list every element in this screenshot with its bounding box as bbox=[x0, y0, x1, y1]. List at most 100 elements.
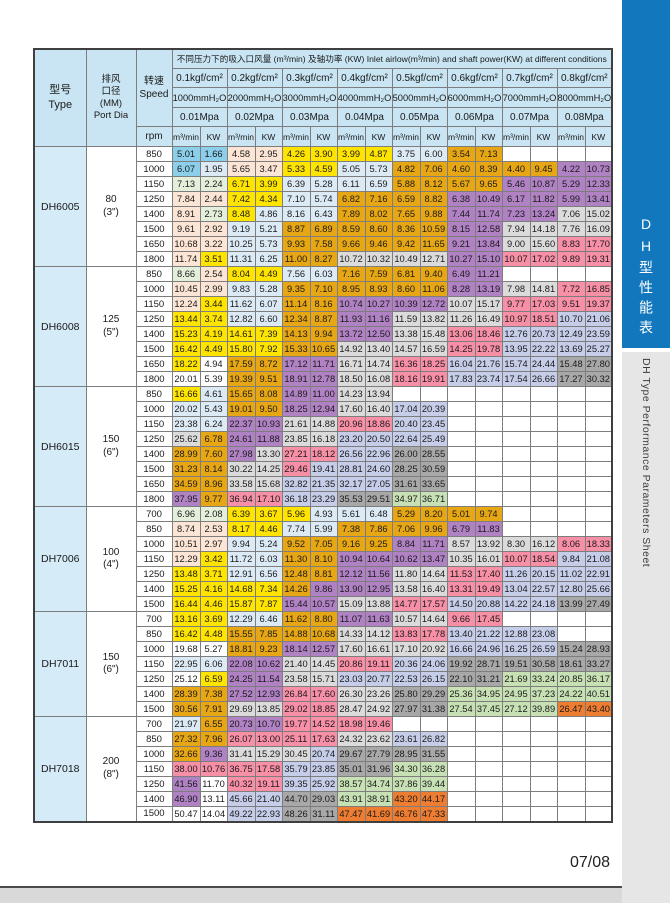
data-cell: 16.66 bbox=[171, 386, 201, 402]
rpm-value: 850 bbox=[135, 626, 173, 642]
data-cell: 4.46 bbox=[199, 596, 228, 612]
data-cell: 4.34 bbox=[254, 191, 283, 207]
data-cell: 6.46 bbox=[254, 611, 283, 627]
data-cell: 10.62 bbox=[391, 551, 421, 567]
data-cell: 8.16 bbox=[309, 296, 338, 312]
data-cell: 8.06 bbox=[556, 536, 586, 552]
data-cell: 3.67 bbox=[254, 506, 283, 522]
data-cell bbox=[556, 791, 586, 807]
data-cell: 11.53 bbox=[446, 566, 476, 582]
data-cell: 7.13 bbox=[474, 146, 503, 162]
data-cell: 28.99 bbox=[171, 446, 201, 462]
data-cell: 44.17 bbox=[419, 791, 448, 807]
data-cell: 16.04 bbox=[446, 356, 476, 372]
sidebar-tab-english: DH Type Performance Parameters Sheet bbox=[622, 352, 670, 903]
rpm-value: 1400 bbox=[135, 206, 173, 222]
data-cell: 15.25 bbox=[171, 581, 201, 597]
data-cell: 13.16 bbox=[171, 611, 201, 627]
data-cell: 5.67 bbox=[446, 176, 476, 192]
data-cell: 21.35 bbox=[309, 476, 338, 492]
data-cell: 15.65 bbox=[226, 386, 256, 402]
data-cell: 12.91 bbox=[226, 566, 256, 582]
data-cell: 9.84 bbox=[556, 551, 586, 567]
data-cell: 8.66 bbox=[171, 266, 201, 282]
data-cell bbox=[446, 491, 476, 507]
data-cell: 12.33 bbox=[584, 176, 613, 192]
data-cell: 6.60 bbox=[254, 311, 283, 327]
data-cell: 23.74 bbox=[474, 371, 503, 387]
data-cell: 26.56 bbox=[336, 446, 366, 462]
data-cell: 9.35 bbox=[281, 281, 311, 297]
data-cell: 8.10 bbox=[309, 551, 338, 567]
data-cell: 36.71 bbox=[419, 491, 448, 507]
data-cell bbox=[474, 461, 503, 477]
data-cell: 10.64 bbox=[364, 551, 393, 567]
data-cell: 11.31 bbox=[226, 251, 256, 267]
data-cell: 7.06 bbox=[391, 521, 421, 537]
data-cell: 6.07 bbox=[254, 296, 283, 312]
data-cell: 9.45 bbox=[529, 161, 558, 177]
data-cell: 18.25 bbox=[419, 356, 448, 372]
data-cell: 6.96 bbox=[171, 506, 201, 522]
data-cell: 12.24 bbox=[171, 296, 201, 312]
data-cell bbox=[501, 776, 531, 792]
data-cell bbox=[501, 266, 531, 282]
rpm-value: 700 bbox=[135, 506, 173, 522]
data-cell bbox=[446, 806, 476, 822]
data-cell: 10.07 bbox=[501, 551, 531, 567]
data-cell: 20.01 bbox=[171, 371, 201, 387]
data-cell: 30.45 bbox=[281, 746, 311, 762]
data-cell: 11.83 bbox=[474, 521, 503, 537]
data-cell: 17.27 bbox=[556, 371, 586, 387]
data-cell: 7.05 bbox=[309, 536, 338, 552]
model-name: DH6008 bbox=[33, 266, 87, 387]
data-cell: 13.85 bbox=[254, 701, 283, 717]
rpm-value: 1250 bbox=[135, 191, 173, 207]
data-cell: 10.25 bbox=[226, 236, 256, 252]
data-cell: 9.86 bbox=[309, 581, 338, 597]
data-cell: 12.95 bbox=[364, 581, 393, 597]
data-cell: 5.99 bbox=[556, 191, 586, 207]
data-cell: 6.89 bbox=[309, 221, 338, 237]
header-mpa: 0.05Mpa bbox=[391, 107, 448, 127]
data-cell bbox=[446, 461, 476, 477]
data-cell: 4.94 bbox=[199, 356, 228, 372]
header-conditions-title: 不同压力下的吸入口风量 (m³/min) 及轴功率 (KW) Inlet air… bbox=[171, 48, 613, 69]
data-cell: 4.58 bbox=[226, 146, 256, 162]
data-cell: 4.61 bbox=[199, 386, 228, 402]
model-port-dia: 100 (4") bbox=[85, 506, 137, 612]
data-cell: 5.27 bbox=[199, 641, 228, 657]
data-cell: 31.38 bbox=[419, 701, 448, 717]
data-cell: 18.98 bbox=[336, 716, 366, 732]
data-cell: 27.21 bbox=[281, 446, 311, 462]
data-cell: 6.56 bbox=[254, 566, 283, 582]
header-port-dia: 排风 口径 (MM) Port Dia bbox=[85, 48, 137, 147]
data-cell: 22.37 bbox=[226, 416, 256, 432]
rpm-value: 1150 bbox=[135, 656, 173, 672]
data-cell: 4.49 bbox=[199, 341, 228, 357]
data-cell: 36.28 bbox=[419, 761, 448, 777]
data-cell: 9.40 bbox=[419, 266, 448, 282]
data-cell: 29.51 bbox=[364, 491, 393, 507]
data-cell: 6.78 bbox=[199, 431, 228, 447]
data-cell: 5.61 bbox=[336, 506, 366, 522]
data-cell: 6.07 bbox=[171, 161, 201, 177]
header-flow-unit: m³/min bbox=[501, 126, 531, 147]
data-cell: 16.40 bbox=[364, 401, 393, 417]
header-pressure: 0.6kgf/cm² bbox=[446, 68, 503, 88]
data-cell: 27.49 bbox=[584, 596, 613, 612]
data-cell: 43.91 bbox=[336, 791, 366, 807]
data-cell bbox=[584, 716, 613, 732]
data-cell: 11.07 bbox=[336, 611, 366, 627]
rpm-value: 850 bbox=[135, 386, 173, 402]
data-cell: 45.66 bbox=[226, 791, 256, 807]
header-mpa: 0.03Mpa bbox=[281, 107, 338, 127]
data-cell: 12.78 bbox=[309, 371, 338, 387]
data-cell: 44.70 bbox=[281, 791, 311, 807]
data-cell: 16.44 bbox=[171, 596, 201, 612]
data-cell: 11.14 bbox=[281, 296, 311, 312]
data-cell bbox=[529, 806, 558, 822]
data-cell: 9.36 bbox=[199, 746, 228, 762]
data-cell: 17.02 bbox=[529, 251, 558, 267]
data-cell: 50.47 bbox=[171, 806, 201, 822]
